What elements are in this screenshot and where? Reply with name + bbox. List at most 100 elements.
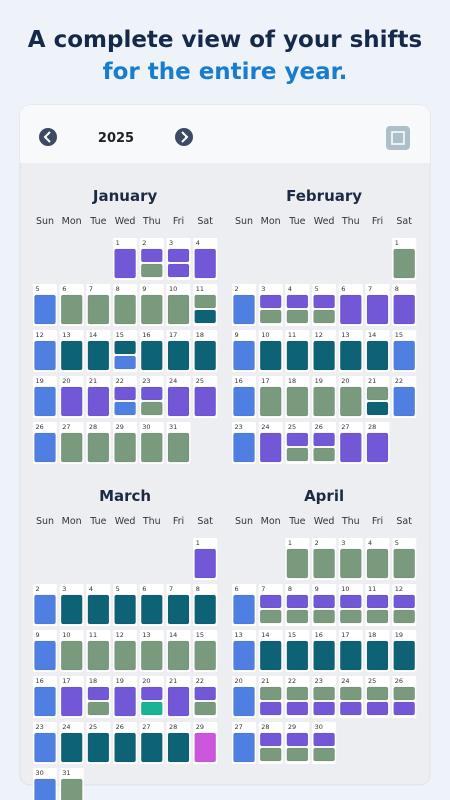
day-cell[interactable]: 7 [258,584,283,626]
day-cell[interactable]: 5 [312,284,337,326]
day-cell[interactable]: 29 [113,422,138,464]
day-cell[interactable]: 10 [258,330,283,372]
day-cell[interactable]: 30 [139,422,164,464]
day-cell[interactable]: 29 [285,722,310,764]
day-cell[interactable]: 12 [312,330,337,372]
day-cell[interactable]: 3 [258,284,283,326]
day-cell[interactable]: 16 [312,630,337,672]
day-cell[interactable]: 22 [392,376,417,418]
day-cell[interactable]: 28 [365,422,390,464]
day-cell[interactable]: 1 [193,538,218,580]
day-cell[interactable]: 20 [232,676,256,718]
day-cell[interactable]: 18 [285,376,310,418]
day-cell[interactable]: 9 [139,284,164,326]
day-cell[interactable]: 11 [285,330,310,372]
day-cell[interactable]: 6 [338,284,363,326]
day-cell[interactable]: 15 [285,630,310,672]
day-cell[interactable]: 14 [365,330,390,372]
day-cell[interactable]: 3 [59,584,84,626]
day-cell[interactable]: 26 [33,422,57,464]
day-cell[interactable]: 14 [166,630,191,672]
day-cell[interactable]: 10 [59,630,84,672]
day-cell[interactable]: 16 [139,330,164,372]
day-cell[interactable]: 3 [166,238,191,280]
day-cell[interactable]: 25 [365,676,390,718]
day-cell[interactable]: 2 [139,238,164,280]
day-cell[interactable]: 19 [33,376,57,418]
day-cell[interactable]: 29 [193,722,218,764]
day-cell[interactable]: 13 [139,630,164,672]
day-cell[interactable]: 8 [113,284,138,326]
day-cell[interactable]: 2 [232,284,256,326]
day-cell[interactable]: 23 [33,722,57,764]
day-cell[interactable]: 24 [338,676,363,718]
day-cell[interactable]: 28 [166,722,191,764]
day-cell[interactable]: 17 [59,676,84,718]
day-cell[interactable]: 20 [139,676,164,718]
day-cell[interactable]: 16 [232,376,256,418]
day-cell[interactable]: 11 [193,284,218,326]
day-cell[interactable]: 14 [86,330,111,372]
day-cell[interactable]: 20 [59,376,84,418]
day-cell[interactable]: 26 [392,676,417,718]
day-cell[interactable]: 15 [113,330,138,372]
day-cell[interactable]: 21 [166,676,191,718]
prev-button[interactable] [39,128,57,146]
day-cell[interactable]: 24 [258,422,283,464]
day-cell[interactable]: 3 [338,538,363,580]
day-cell[interactable]: 13 [338,330,363,372]
day-cell[interactable]: 7 [166,584,191,626]
day-cell[interactable]: 22 [193,676,218,718]
day-cell[interactable]: 23 [312,676,337,718]
day-cell[interactable]: 26 [312,422,337,464]
day-cell[interactable]: 4 [365,538,390,580]
day-cell[interactable]: 30 [312,722,337,764]
day-cell[interactable]: 25 [285,422,310,464]
day-cell[interactable]: 16 [33,676,57,718]
day-cell[interactable]: 1 [113,238,138,280]
day-cell[interactable]: 9 [312,584,337,626]
day-cell[interactable]: 23 [139,376,164,418]
day-cell[interactable]: 18 [193,330,218,372]
day-cell[interactable]: 30 [33,768,57,800]
day-cell[interactable]: 11 [365,584,390,626]
day-cell[interactable]: 9 [232,330,256,372]
day-cell[interactable]: 17 [258,376,283,418]
day-cell[interactable]: 7 [86,284,111,326]
day-cell[interactable]: 22 [113,376,138,418]
day-cell[interactable]: 5 [113,584,138,626]
day-cell[interactable]: 26 [113,722,138,764]
day-cell[interactable]: 25 [193,376,218,418]
day-cell[interactable]: 13 [232,630,256,672]
day-cell[interactable]: 5 [33,284,57,326]
day-cell[interactable]: 28 [258,722,283,764]
day-cell[interactable]: 7 [365,284,390,326]
day-cell[interactable]: 12 [392,584,417,626]
day-cell[interactable]: 19 [312,376,337,418]
day-cell[interactable]: 8 [392,284,417,326]
day-cell[interactable]: 15 [392,330,417,372]
day-cell[interactable]: 27 [59,422,84,464]
day-cell[interactable]: 27 [139,722,164,764]
day-cell[interactable]: 20 [338,376,363,418]
day-cell[interactable]: 13 [59,330,84,372]
day-cell[interactable]: 17 [338,630,363,672]
day-cell[interactable]: 6 [232,584,256,626]
day-cell[interactable]: 24 [166,376,191,418]
day-cell[interactable]: 8 [285,584,310,626]
day-cell[interactable]: 21 [86,376,111,418]
day-cell[interactable]: 12 [33,330,57,372]
day-cell[interactable]: 6 [139,584,164,626]
day-cell[interactable]: 25 [86,722,111,764]
day-cell[interactable]: 27 [232,722,256,764]
day-cell[interactable]: 12 [113,630,138,672]
day-cell[interactable]: 8 [193,584,218,626]
day-cell[interactable]: 23 [232,422,256,464]
day-cell[interactable]: 2 [33,584,57,626]
day-cell[interactable]: 14 [258,630,283,672]
day-cell[interactable]: 28 [86,422,111,464]
day-cell[interactable]: 31 [166,422,191,464]
day-cell[interactable]: 18 [86,676,111,718]
day-cell[interactable]: 21 [365,376,390,418]
day-cell[interactable]: 4 [86,584,111,626]
